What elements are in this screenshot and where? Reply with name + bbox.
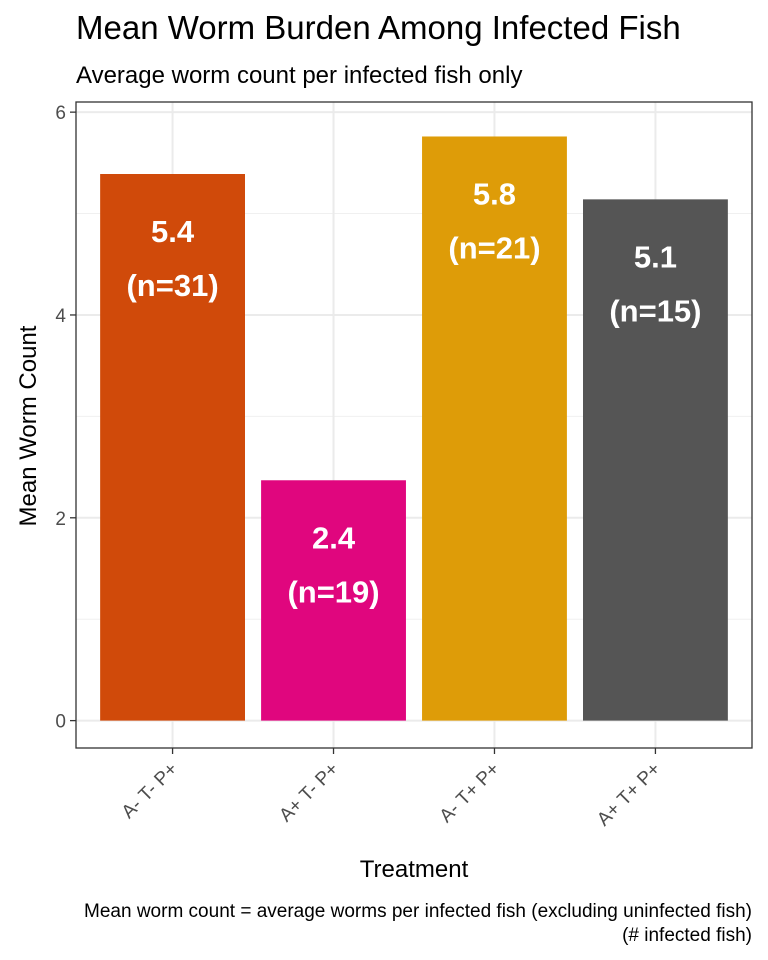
bar-2 — [261, 480, 406, 721]
bar-count-label: (n=15) — [609, 293, 701, 328]
x-tick-label: A- T+ P+ — [436, 759, 504, 827]
caption-line-1: Mean worm count = average worms per infe… — [84, 901, 752, 922]
bar-value-label: 5.4 — [151, 214, 195, 249]
y-tick-label: 6 — [55, 103, 66, 124]
bar-3 — [422, 136, 567, 721]
bar-count-label: (n=21) — [448, 230, 540, 265]
x-tick-label: A+ T+ P+ — [593, 759, 665, 831]
x-axis-title: Treatment — [360, 856, 469, 883]
panel-border — [75, 101, 753, 749]
bar-value-label: 5.8 — [473, 176, 516, 211]
bar-4 — [583, 199, 728, 721]
bar-value-label: 2.4 — [312, 520, 356, 555]
y-tick-label: 2 — [55, 509, 66, 530]
bar-count-label: (n=31) — [126, 268, 218, 303]
chart-title: Mean Worm Burden Among Infected Fish — [76, 9, 681, 46]
bar-1 — [100, 174, 246, 721]
plot-panel: 5.4 (n=31) 2.4 (n=19) 5.8 (n=21) 5.1 (n=15) 0 2 4 6… — [55, 101, 753, 831]
bar-count-label: (n=19) — [287, 574, 379, 609]
x-tick-label: A+ T- P+ — [275, 759, 343, 827]
y-axis-title: Mean Worm Count — [15, 325, 42, 526]
caption-line-2: (# infected fish) — [622, 925, 752, 946]
y-tick-label: 4 — [55, 306, 66, 327]
y-tick-label: 0 — [55, 712, 66, 733]
bar-value-label: 5.1 — [634, 239, 677, 274]
x-tick-label: A- T- P+ — [118, 759, 182, 823]
chart-subtitle: Average worm count per infected fish onl… — [76, 62, 522, 89]
